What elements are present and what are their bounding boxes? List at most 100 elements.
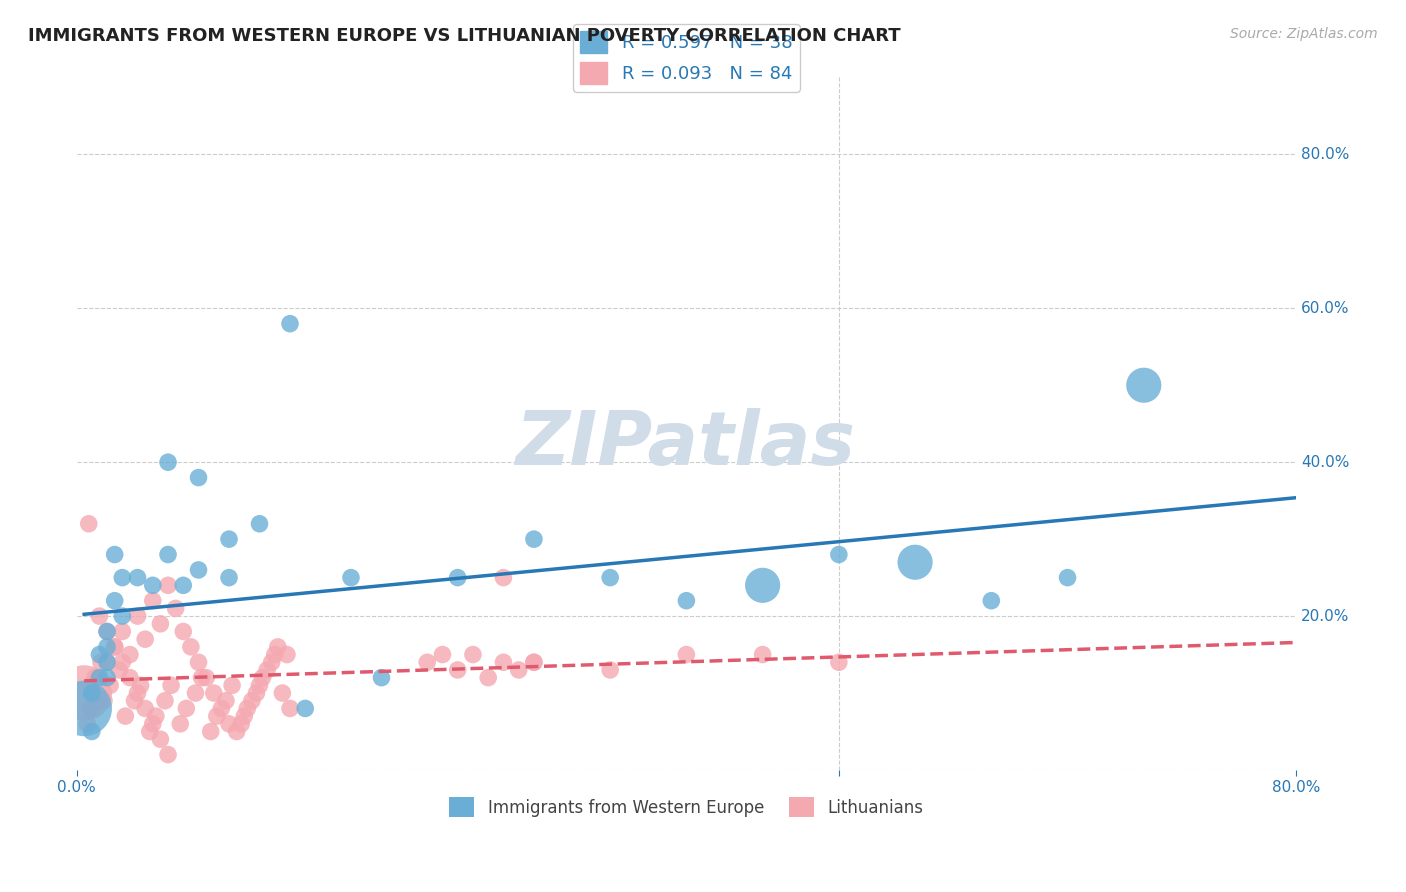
Point: [340, 571, 363, 585]
Point: [96, 640, 118, 654]
Point: [294, 701, 316, 715]
Point: [176, 701, 198, 715]
Text: ZIPatlas: ZIPatlas: [516, 408, 856, 481]
Point: [83, 671, 105, 685]
Point: [111, 609, 134, 624]
Point: [80, 701, 103, 715]
Point: [82, 686, 104, 700]
Point: [432, 648, 454, 662]
Text: Source: ZipAtlas.com: Source: ZipAtlas.com: [1230, 27, 1378, 41]
Point: [477, 671, 499, 685]
Point: [111, 571, 134, 585]
Point: [134, 701, 156, 715]
Point: [157, 747, 180, 762]
Point: [187, 470, 209, 484]
Point: [124, 694, 146, 708]
Point: [599, 663, 621, 677]
Point: [172, 624, 194, 639]
Point: [256, 663, 278, 677]
Point: [249, 516, 271, 531]
Point: [104, 593, 127, 607]
Point: [77, 516, 100, 531]
Point: [127, 609, 149, 624]
Point: [157, 455, 180, 469]
Point: [225, 724, 247, 739]
Point: [127, 571, 149, 585]
Point: [370, 671, 392, 685]
Point: [492, 655, 515, 669]
Point: [751, 648, 773, 662]
Point: [187, 563, 209, 577]
Point: [231, 716, 253, 731]
Point: [751, 578, 773, 592]
Point: [218, 716, 240, 731]
Point: [599, 571, 621, 585]
Point: [127, 686, 149, 700]
Point: [104, 548, 127, 562]
Point: [675, 593, 697, 607]
Point: [263, 648, 285, 662]
Point: [134, 632, 156, 647]
Point: [73, 686, 96, 700]
Point: [89, 648, 111, 662]
Point: [245, 686, 267, 700]
Point: [416, 655, 439, 669]
Point: [104, 640, 127, 654]
Point: [180, 640, 202, 654]
Point: [523, 532, 546, 546]
Point: [89, 609, 111, 624]
Point: [114, 709, 136, 723]
Point: [111, 624, 134, 639]
Point: [236, 701, 259, 715]
Text: IMMIGRANTS FROM WESTERN EUROPE VS LITHUANIAN POVERTY CORRELATION CHART: IMMIGRANTS FROM WESTERN EUROPE VS LITHUA…: [28, 27, 901, 45]
Point: [96, 624, 118, 639]
Point: [271, 686, 294, 700]
Point: [278, 317, 301, 331]
Point: [447, 663, 470, 677]
Text: 40.0%: 40.0%: [1301, 455, 1350, 470]
Point: [96, 671, 118, 685]
Point: [980, 593, 1002, 607]
Point: [80, 724, 103, 739]
Point: [157, 578, 180, 592]
Point: [675, 648, 697, 662]
Point: [221, 678, 243, 692]
Point: [149, 732, 172, 747]
Point: [278, 701, 301, 715]
Point: [1132, 378, 1154, 392]
Point: [461, 648, 484, 662]
Point: [172, 578, 194, 592]
Point: [157, 548, 180, 562]
Point: [96, 655, 118, 669]
Point: [523, 655, 546, 669]
Point: [260, 655, 283, 669]
Point: [89, 671, 111, 685]
Point: [86, 671, 108, 685]
Point: [93, 694, 115, 708]
Point: [96, 624, 118, 639]
Point: [218, 532, 240, 546]
Point: [233, 709, 256, 723]
Point: [104, 640, 127, 654]
Point: [80, 686, 103, 700]
Point: [202, 686, 225, 700]
Point: [828, 655, 851, 669]
Point: [118, 648, 141, 662]
Point: [108, 663, 131, 677]
Point: [904, 555, 927, 569]
Point: [508, 663, 530, 677]
Point: [209, 701, 232, 715]
Point: [205, 709, 228, 723]
Point: [249, 678, 271, 692]
Point: [90, 655, 112, 669]
Point: [142, 593, 165, 607]
Point: [828, 548, 851, 562]
Point: [111, 655, 134, 669]
Point: [79, 701, 101, 715]
Point: [145, 709, 167, 723]
Point: [187, 655, 209, 669]
Point: [200, 724, 222, 739]
Point: [129, 678, 152, 692]
Point: [523, 655, 546, 669]
Point: [98, 678, 121, 692]
